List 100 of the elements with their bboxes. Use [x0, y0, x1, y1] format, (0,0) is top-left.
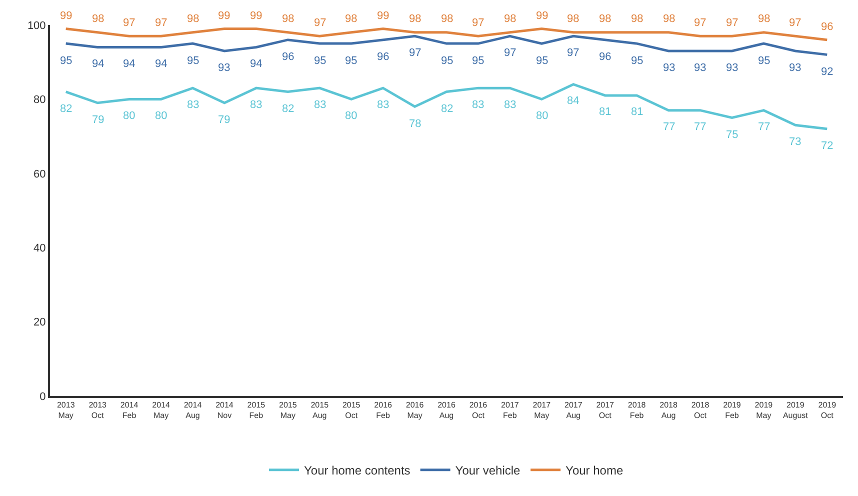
data-label: 97 — [567, 47, 580, 59]
data-label: 82 — [60, 103, 72, 115]
data-label: 80 — [536, 110, 548, 122]
data-label: 80 — [345, 110, 358, 122]
data-label: 80 — [123, 110, 136, 122]
data-label: 73 — [789, 136, 802, 148]
data-label: 97 — [123, 17, 136, 29]
data-label: 94 — [92, 58, 104, 70]
data-label: 82 — [441, 103, 454, 115]
data-label: 97 — [155, 17, 168, 29]
data-label: 83 — [472, 99, 484, 111]
x-tick-label: 2013 May — [56, 400, 76, 420]
data-label: 95 — [441, 55, 454, 67]
data-label: 83 — [504, 99, 516, 111]
legend-label: Your home contents — [304, 464, 410, 478]
data-label: 77 — [694, 121, 706, 133]
data-label: 77 — [758, 121, 770, 133]
data-label: 83 — [187, 99, 200, 111]
x-tick-label: 2017 Oct — [596, 400, 615, 420]
data-label: 96 — [282, 51, 294, 63]
data-label: 94 — [155, 58, 168, 70]
x-tick-label: 2018 Feb — [628, 400, 646, 420]
data-label: 95 — [472, 55, 484, 67]
data-label: 93 — [218, 62, 230, 74]
data-label: 79 — [218, 114, 230, 126]
data-label: 94 — [250, 58, 262, 70]
data-label: 98 — [187, 13, 200, 25]
data-label: 98 — [599, 13, 612, 25]
data-label: 99 — [377, 10, 390, 22]
data-label: 95 — [536, 55, 548, 67]
data-label: 83 — [377, 99, 390, 111]
x-tick-label: 2013 Oct — [88, 400, 108, 420]
data-label: 81 — [599, 106, 612, 118]
data-label: 75 — [726, 129, 738, 141]
data-label: 95 — [314, 55, 326, 67]
data-label: 95 — [187, 55, 200, 67]
x-tick-label: 2015 Aug — [310, 400, 330, 420]
x-tick-label: 2014 Feb — [120, 400, 139, 420]
data-label: 98 — [663, 13, 676, 25]
x-tick-label: 2015 Feb — [247, 400, 266, 420]
data-label: 94 — [123, 58, 136, 70]
data-label: 98 — [758, 13, 770, 25]
x-tick-label: 2018 Aug — [660, 400, 678, 420]
y-tick-label: 100 — [27, 20, 46, 32]
x-tick-label: 2015 May — [279, 400, 298, 420]
x-tick-label: 2019 August — [782, 400, 809, 420]
y-tick-label: 40 — [34, 242, 46, 254]
data-label: 99 — [218, 10, 230, 22]
data-label: 97 — [694, 17, 706, 29]
data-label: 84 — [567, 95, 580, 107]
data-label: 92 — [821, 66, 834, 78]
data-label: 80 — [155, 110, 168, 122]
data-label: 97 — [472, 17, 484, 29]
data-label: 93 — [726, 62, 738, 74]
data-label: 96 — [599, 51, 612, 63]
data-label: 93 — [789, 62, 802, 74]
x-tick-label: 2019 Oct — [818, 400, 837, 420]
x-tick-label: 2019 May — [754, 400, 774, 420]
data-label: 98 — [441, 13, 454, 25]
data-label: 72 — [821, 140, 834, 152]
x-tick-label: 2018 Oct — [691, 400, 710, 420]
data-label: 97 — [314, 17, 326, 29]
data-label: 97 — [504, 47, 516, 59]
data-label: 82 — [282, 103, 294, 115]
data-label: 98 — [631, 13, 644, 25]
x-tick-label: 2014 May — [152, 400, 170, 420]
data-label: 98 — [567, 13, 580, 25]
x-tick-label: 2017 May — [532, 400, 552, 420]
data-label: 78 — [409, 118, 422, 130]
y-tick-label: 80 — [34, 94, 46, 106]
x-tick-label: 2019 Feb — [723, 400, 742, 420]
x-tick-label: 2017 Aug — [564, 400, 583, 420]
y-tick-label: 20 — [34, 316, 46, 329]
data-label: 98 — [282, 13, 294, 25]
legend-label: Your vehicle — [455, 464, 521, 478]
x-tick-label: 2016 Oct — [469, 400, 488, 420]
data-label: 98 — [504, 13, 516, 25]
data-label: 96 — [821, 21, 834, 33]
x-tick-label: 2015 Oct — [342, 400, 361, 420]
data-label: 97 — [726, 17, 738, 29]
y-tick-label: 60 — [34, 168, 46, 180]
data-label: 95 — [631, 55, 644, 67]
data-label: 79 — [92, 114, 104, 126]
data-label: 83 — [250, 99, 262, 111]
data-label: 77 — [663, 121, 676, 133]
data-label: 97 — [409, 47, 422, 59]
x-tick-label: 2016 May — [406, 400, 424, 420]
data-label: 95 — [758, 55, 770, 67]
x-tick-label: 2014 Nov — [216, 400, 234, 420]
data-label: 83 — [314, 99, 326, 111]
data-label: 99 — [536, 10, 548, 22]
data-label: 81 — [631, 106, 644, 118]
legend-label: Your home — [566, 464, 624, 478]
x-tick-label: 2016 Aug — [438, 400, 456, 420]
data-label: 97 — [789, 17, 802, 29]
x-tick-label: 2016 Feb — [374, 400, 393, 420]
x-tick-label: 2014 Aug — [184, 400, 202, 420]
data-label: 99 — [60, 10, 72, 22]
data-label: 96 — [377, 51, 390, 63]
y-tick-label: 0 — [40, 390, 46, 403]
